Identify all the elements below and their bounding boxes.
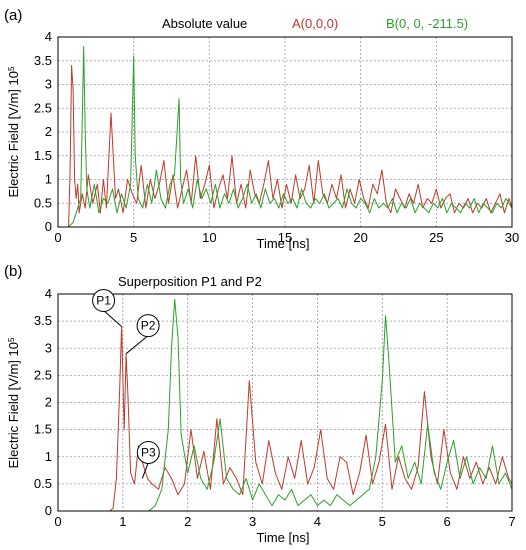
x-tick-label: 6 [444,514,451,529]
panel-a-legend-series-a: A(0,0,0) [292,16,338,31]
panel-b-x-ticks: 0 1 2 3 4 5 6 7 [54,514,515,529]
y-tick-label: 3.5 [34,53,52,68]
x-tick-label: 5 [130,230,137,245]
x-tick-label: 20 [353,230,367,245]
y-tick-label: 1 [45,172,52,187]
panel-a-x-axis-label: Time [ns] [257,236,310,251]
panel-a-y-axis-label: Electric Field [V/m] 105 [6,66,21,197]
y-tick-label: 2.5 [34,367,52,382]
y-tick-label: 4 [45,286,52,301]
panel-a-series [68,46,513,228]
y-tick-label: 3 [45,340,52,355]
y-tick-label: 3.5 [34,313,52,328]
series-line-b [68,46,513,228]
x-tick-label: 5 [379,514,386,529]
annotation-label: P1 [96,294,111,308]
panel-a-plot-frame [57,36,513,228]
series-line-a [68,65,513,227]
annotation-pointer [103,310,122,327]
panel-b-y-axis-label-exponent: 5 [7,337,16,342]
panel-a-grid [58,37,512,227]
y-tick-label: 1 [45,449,52,464]
panel-b-label: (b) [4,263,22,280]
panel-b: (b) Superposition P1 and P2 0 1 2 3 4 5 6 7 0 0.… [4,263,516,545]
panel-a-label: (a) [4,7,22,24]
x-tick-label: 7 [508,514,515,529]
panel-b-grid [58,294,512,511]
x-tick-label: 3 [249,514,256,529]
panel-b-x-axis-label: Time [ns] [257,530,310,545]
panel-b-y-ticks: 0 0.5 1 1.5 2 2.5 3 3.5 4 [34,286,52,518]
y-tick-label: 0 [45,219,52,234]
annotation-circle [136,440,160,464]
panel-b-y-axis-label-text: Electric Field [V/m] 10 [6,342,21,468]
panel-b-plot-frame [57,293,513,512]
x-tick-label: 30 [505,230,519,245]
x-tick-label: 1 [119,514,126,529]
series-line-a [58,326,513,512]
panel-a-y-ticks: 0 0.5 1 1.5 2 2.5 3 3.5 4 [34,29,52,234]
panel-a-legend-title: Absolute value [162,16,247,31]
y-tick-label: 2 [45,395,52,410]
y-tick-label: 0 [45,503,52,518]
y-tick-label: 1.5 [34,422,52,437]
annotation-pointer [141,462,149,479]
y-tick-label: 2.5 [34,100,52,115]
panel-b-y-axis-label: Electric Field [V/m] 105 [6,337,21,468]
x-tick-label: 10 [202,230,216,245]
panel-b-annotations: P1 P2 P3 [92,289,160,479]
panel-a-y-axis-label-text: Electric Field [V/m] 10 [6,71,21,197]
x-tick-label: 0 [54,514,61,529]
series-line-b [58,298,513,512]
x-tick-label: 15 [278,230,292,245]
y-tick-label: 4 [45,29,52,44]
y-tick-label: 1.5 [34,148,52,163]
panel-a-x-ticks: 0 5 10 15 20 25 30 [54,230,519,245]
annotation-label: P2 [141,319,156,333]
panel-a-y-axis-label-exponent: 5 [7,66,16,71]
y-tick-label: 0.5 [34,476,52,491]
x-tick-label: 4 [314,514,321,529]
y-tick-label: 2 [45,124,52,139]
panel-a-legend-series-b: B(0, 0, -211.5) [386,16,468,31]
annotation-circle [92,289,116,313]
annotation-pointer [125,335,149,355]
x-tick-label: 0 [54,230,61,245]
x-tick-label: 25 [429,230,443,245]
panel-a: (a) Absolute value A(0,0,0) B(0, 0, -211… [4,7,519,251]
annotation-label: P3 [141,445,156,459]
panel-b-series [58,298,513,512]
y-tick-label: 0.5 [34,195,52,210]
y-tick-label: 3 [45,77,52,92]
panel-b-legend-title: Superposition P1 and P2 [118,274,262,289]
x-tick-label: 2 [184,514,191,529]
annotation-circle [136,314,160,338]
